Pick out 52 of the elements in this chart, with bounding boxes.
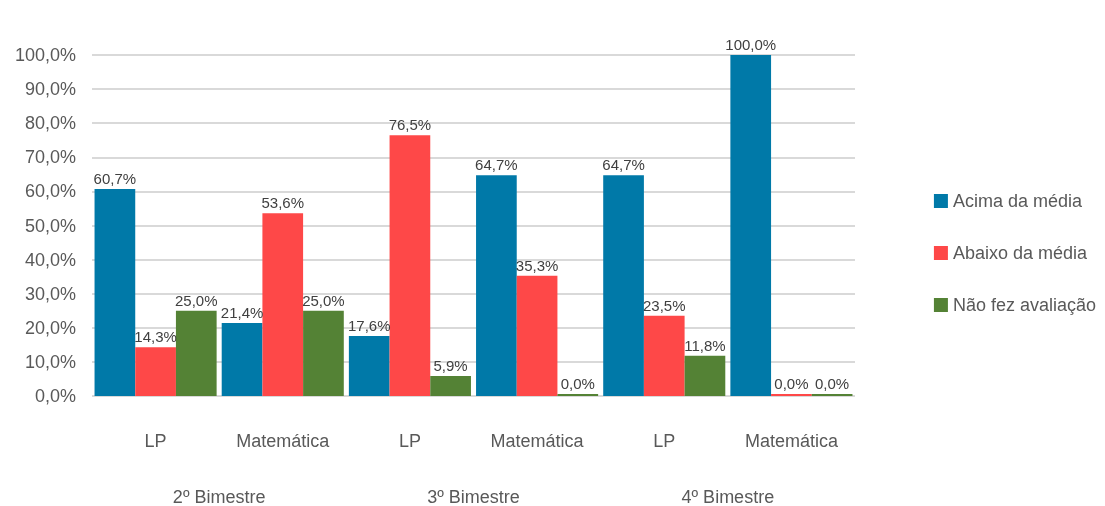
bar bbox=[389, 135, 431, 396]
text: 4º Bimestre bbox=[681, 487, 775, 506]
bar bbox=[730, 55, 772, 396]
data-label: 5,9% bbox=[433, 356, 468, 374]
bar bbox=[348, 335, 390, 396]
data-label: 0,0% bbox=[774, 375, 809, 392]
data-label: 64,7% bbox=[475, 156, 518, 174]
data-label: 25,0% bbox=[302, 291, 345, 309]
data-label: 25,0% bbox=[175, 291, 218, 309]
bar bbox=[643, 315, 685, 396]
bar bbox=[175, 310, 217, 396]
x-tick-label: Matemática bbox=[490, 431, 585, 451]
y-tick-label: 20,0% bbox=[24, 317, 76, 338]
bar bbox=[603, 175, 644, 396]
y-tick-label: 90,0% bbox=[24, 79, 76, 100]
y-tick-label: 0,0% bbox=[34, 386, 76, 406]
x-tick-label: LP bbox=[144, 431, 167, 451]
legend-label: Não fez avaliação bbox=[952, 295, 1097, 315]
bar bbox=[684, 355, 726, 396]
x-tick-label: Matemática bbox=[744, 431, 839, 451]
data-label: 64,7% bbox=[602, 156, 645, 174]
bar bbox=[516, 275, 558, 396]
y-tick-label: 100,0% bbox=[14, 45, 76, 65]
text: 2º Bimestre bbox=[172, 487, 266, 506]
bar bbox=[303, 310, 344, 396]
bar bbox=[221, 323, 263, 396]
y-tick-label: 70,0% bbox=[24, 147, 76, 168]
y-tick-label: 80,0% bbox=[24, 113, 76, 134]
x-tick-label: LP bbox=[653, 431, 676, 451]
x-tick-label: LP bbox=[398, 431, 421, 451]
y-tick-label: 50,0% bbox=[24, 215, 76, 236]
bar bbox=[430, 375, 471, 396]
bar bbox=[476, 175, 517, 396]
data-label: 11,8% bbox=[684, 336, 726, 354]
data-label: 0,0% bbox=[560, 375, 595, 392]
bar bbox=[135, 347, 176, 396]
text: 3º Bimestre bbox=[427, 487, 520, 506]
y-tick-label: 30,0% bbox=[24, 283, 76, 304]
bar bbox=[94, 189, 136, 396]
y-tick-label: 40,0% bbox=[24, 249, 76, 270]
y-tick-label: 10,0% bbox=[24, 351, 76, 372]
data-label: 100,0% bbox=[725, 36, 777, 53]
data-label: 60,7% bbox=[93, 170, 137, 188]
legend-label: Abaixo da média bbox=[952, 243, 1088, 263]
data-label: 0,0% bbox=[815, 375, 850, 392]
bar bbox=[262, 213, 304, 396]
data-label: 76,5% bbox=[388, 116, 432, 134]
data-label: 53,6% bbox=[261, 194, 305, 212]
data-label: 17,6% bbox=[347, 316, 391, 334]
y-tick-label: 60,0% bbox=[24, 181, 76, 202]
x-tick-label: Matemática bbox=[236, 431, 331, 451]
legend-label: Acima da média bbox=[952, 191, 1083, 211]
